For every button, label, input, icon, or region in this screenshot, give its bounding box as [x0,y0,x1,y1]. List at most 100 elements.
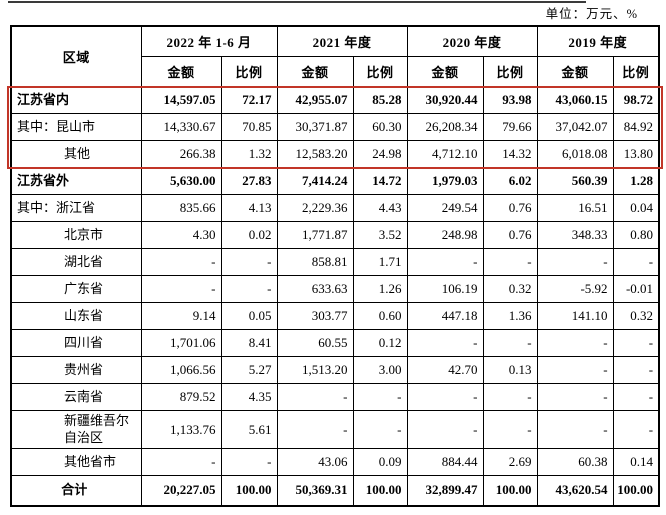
value-cell: 6.02 [482,167,538,195]
table-row: 其中：昆山市 14,330.67 70.85 30,371.87 60.30 26,208… [10,113,660,141]
value-cell: - [276,410,354,449]
unit-note: 单位：万元、% [545,7,638,21]
value-cell: 0.12 [352,329,408,357]
value-cell: - [536,410,614,449]
sub-header-3-amount: 金额 [536,56,614,87]
value-cell: 1.28 [612,167,660,195]
value-cell: - [406,329,484,357]
value-cell: 633.63 [276,275,354,303]
value-cell: 266.38 [140,140,222,168]
value-cell: - [140,248,222,276]
value-cell: 37,042.07 [536,113,614,141]
value-cell: 6,018.08 [536,140,614,168]
value-cell: - [406,383,484,411]
value-cell: 1.71 [352,248,408,276]
value-cell: 0.14 [612,448,660,476]
region-cell: 新疆维吾尔自治区 [10,410,142,449]
region-cell: 其他省市 [10,448,142,476]
sub-header-2-ratio: 比例 [482,56,538,87]
table-header: 区域 2022 年 1-6 月 2021 年度 2020 年度 2019 年度 金额 比例金… [10,25,660,87]
value-cell: 3.52 [352,221,408,249]
value-cell: - [482,329,538,357]
top-cutoff-rule [8,1,586,3]
value-cell: 13.80 [612,140,660,168]
value-cell: 4.30 [140,221,222,249]
value-cell: 0.32 [482,275,538,303]
value-cell: 0.76 [482,221,538,249]
value-cell: 141.10 [536,302,614,330]
table-row: 广东省 - -633.63 1.26 106.19 0.32 -5.92 -0.01 [10,275,660,303]
value-cell: 27.83 [220,167,278,195]
value-cell: 1.26 [352,275,408,303]
value-cell: 0.02 [220,221,278,249]
value-cell: 100.00 [220,475,278,506]
value-cell: 2,229.36 [276,194,354,222]
value-cell: 50,369.31 [276,475,354,506]
value-cell: 106.19 [406,275,484,303]
region-cell: 山东省 [10,302,142,330]
value-cell: 348.33 [536,221,614,249]
value-cell: 858.81 [276,248,354,276]
value-cell: 14.32 [482,140,538,168]
value-cell: 14,330.67 [140,113,222,141]
value-cell: 3.00 [352,356,408,384]
value-cell: 5.61 [220,410,278,449]
table-row: 江苏省外 5,630.00 27.83 7,414.24 14.72 1,979.03 6.… [10,167,660,195]
value-cell: 248.98 [406,221,484,249]
value-cell: 4.35 [220,383,278,411]
value-cell: - [612,248,660,276]
value-cell: 9.14 [140,302,222,330]
table-row: 云南省 879.52 4.35- - - - - - [10,383,660,411]
value-cell: 60.38 [536,448,614,476]
value-cell: 4,712.10 [406,140,484,168]
value-cell: 7,414.24 [276,167,354,195]
value-cell: - [220,448,278,476]
value-cell: 835.66 [140,194,222,222]
region-cell: 江苏省内 [10,86,142,114]
value-cell: 70.85 [220,113,278,141]
region-cell: 合计 [10,475,142,506]
value-cell: 72.17 [220,86,278,114]
value-cell: 42.70 [406,356,484,384]
table-row: 其中：浙江省 835.66 4.13 2,229.36 4.43 249.54 0.76 16… [10,194,660,222]
value-cell: 98.72 [612,86,660,114]
value-cell: 0.13 [482,356,538,384]
table-row: 合计 20,227.05 100.00 50,369.31 100.00 32,899.4… [10,475,660,506]
year-group-header-0: 2022 年 1-6 月 [140,25,278,57]
year-group-header-1: 2021 年度 [276,25,408,57]
region-cell: 湖北省 [10,248,142,276]
value-cell: 0.76 [482,194,538,222]
value-cell: 1.36 [482,302,538,330]
region-cell: 其中：浙江省 [10,194,142,222]
value-cell: - [536,356,614,384]
value-cell: 5.27 [220,356,278,384]
value-cell: 0.80 [612,221,660,249]
value-cell: - [482,383,538,411]
value-cell: 60.55 [276,329,354,357]
value-cell: 1,513.20 [276,356,354,384]
region-cell: 云南省 [10,383,142,411]
table-row: 其他省市 - -43.06 0.09 884.44 2.69 60.38 0.14 [10,448,660,476]
region-cell: 四川省 [10,329,142,357]
value-cell: - [536,248,614,276]
value-cell: 1,066.56 [140,356,222,384]
value-cell: 879.52 [140,383,222,411]
table-row: 山东省 9.14 0.05 303.77 0.60 447.18 1.36 141.10 0.3… [10,302,660,330]
value-cell: - [406,248,484,276]
value-cell: 5,630.00 [140,167,222,195]
table-row: 北京市 4.30 0.02 1,771.87 3.52 248.98 0.76 348.33 0… [10,221,660,249]
value-cell: 12,583.20 [276,140,354,168]
sub-header-0-amount: 金额 [140,56,222,87]
value-cell: 43.06 [276,448,354,476]
value-cell: - [140,448,222,476]
sub-header-1-amount: 金额 [276,56,354,87]
value-cell: - [612,383,660,411]
value-cell: - [612,329,660,357]
value-cell: - [482,248,538,276]
value-cell: 85.28 [352,86,408,114]
value-cell: 2.69 [482,448,538,476]
region-cell: 其中：昆山市 [10,113,142,141]
value-cell: 100.00 [482,475,538,506]
region-cell: 江苏省外 [10,167,142,195]
value-cell: -5.92 [536,275,614,303]
